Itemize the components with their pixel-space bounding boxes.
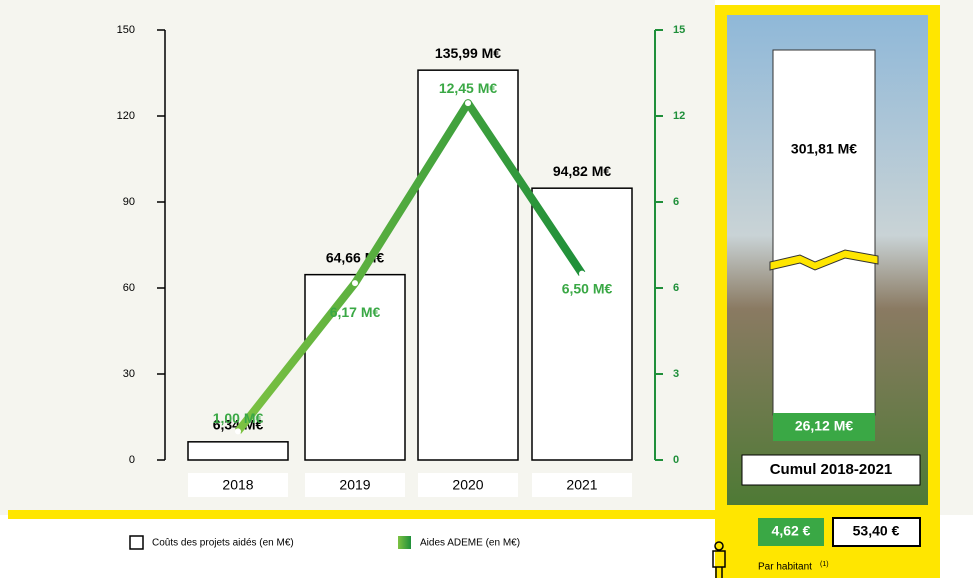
x-tick-label: 2021 <box>566 477 597 493</box>
y-tick-label: 0 <box>129 454 135 466</box>
cumul-bar <box>773 50 875 415</box>
bar-value-label: 94,82 M€ <box>553 163 612 179</box>
line-value-label: 12,45 M€ <box>439 80 498 96</box>
per-capita-note: Par habitant <box>758 562 812 573</box>
line-point <box>579 271 585 277</box>
legend-swatch <box>130 536 143 549</box>
y-tick-label: 60 <box>123 282 135 294</box>
y-tick-label: 150 <box>117 24 135 36</box>
bar-value-label: 135,99 M€ <box>435 45 501 61</box>
cumul-total: 301,81 M€ <box>791 141 857 157</box>
y2-tick-label: 6 <box>673 196 679 208</box>
line-value-label: 6,17 M€ <box>330 304 381 320</box>
bar <box>532 188 632 460</box>
y2-tick-label: 6 <box>673 282 679 294</box>
note-ref: (1) <box>820 561 829 568</box>
line-point <box>352 280 358 286</box>
x-tick-label: 2020 <box>452 477 483 493</box>
cumul-title: Cumul 2018-2021 <box>770 461 893 478</box>
bar <box>188 442 288 460</box>
x-tick-label: 2018 <box>222 477 253 493</box>
y2-tick-label: 15 <box>673 24 685 36</box>
yellow-band <box>8 510 715 519</box>
line-value-label: 1,00 M€ <box>213 410 264 426</box>
side-background <box>940 0 973 515</box>
cumul-aid: 26,12 M€ <box>795 418 854 434</box>
chart: 03060901201500366121520182019202020216,3… <box>0 0 973 578</box>
legend-swatch <box>398 536 411 549</box>
per-capita-cost: 53,40 € <box>853 523 900 539</box>
y-tick-label: 30 <box>123 368 135 380</box>
y2-tick-label: 0 <box>673 454 679 466</box>
x-tick-label: 2019 <box>339 477 370 493</box>
legend-label: Aides ADEME (en M€) <box>420 538 520 549</box>
line-value-label: 6,50 M€ <box>562 280 613 296</box>
per-capita-aid: 4,62 € <box>772 523 811 539</box>
y-tick-label: 120 <box>117 110 135 122</box>
y2-tick-label: 3 <box>673 368 679 380</box>
y-tick-label: 90 <box>123 196 135 208</box>
y2-tick-label: 12 <box>673 110 685 122</box>
line-point <box>465 100 471 106</box>
bar <box>305 275 405 460</box>
legend-label: Coûts des projets aidés (en M€) <box>152 538 294 549</box>
line-point <box>235 428 241 434</box>
bar <box>418 70 518 460</box>
page: 03060901201500366121520182019202020216,3… <box>0 0 973 578</box>
